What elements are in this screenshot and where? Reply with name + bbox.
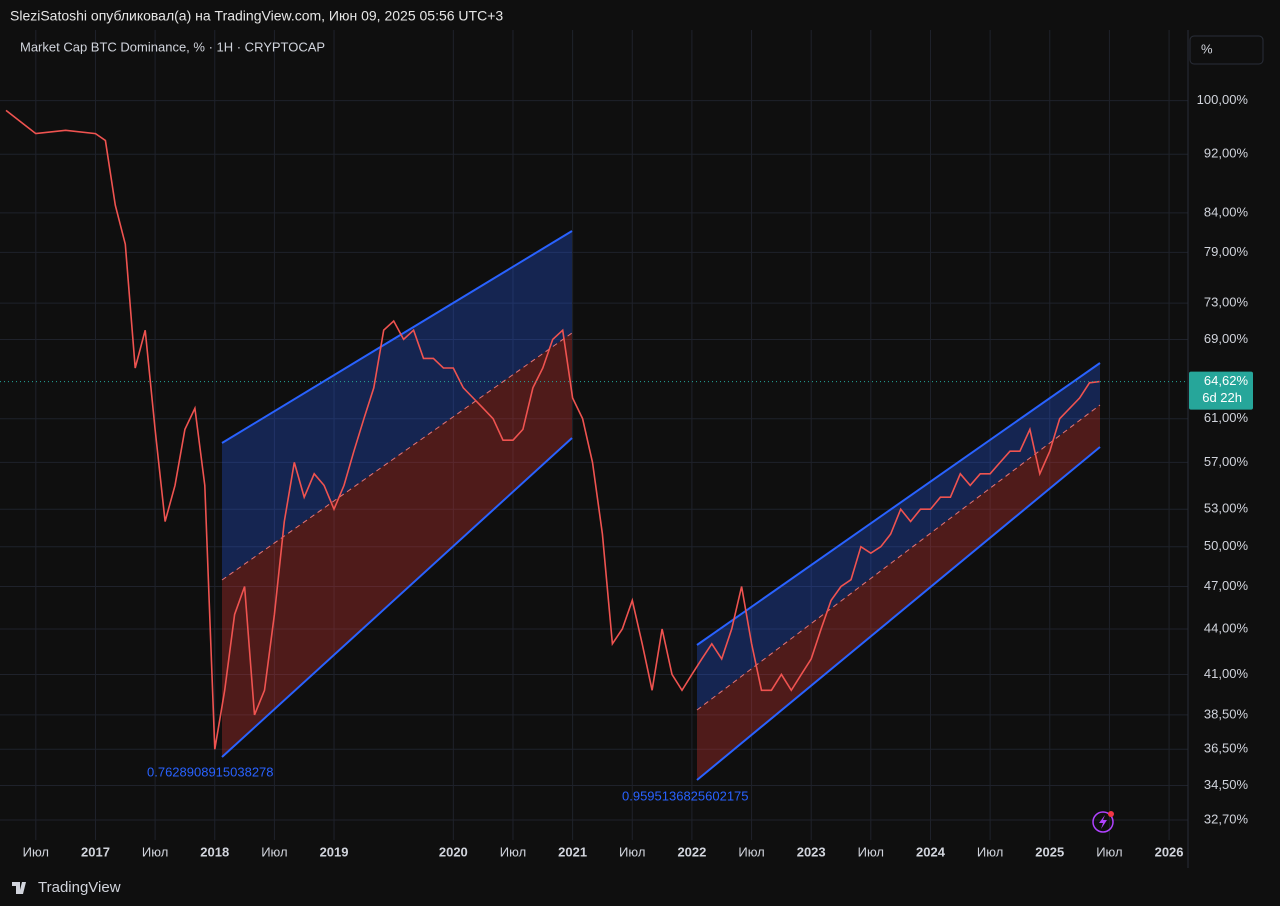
channel-line — [221, 230, 573, 444]
y-tick-label: 47,00% — [1204, 578, 1249, 593]
channel-upper-fill — [222, 231, 572, 580]
brand-logo — [12, 882, 26, 894]
channel-lower-fill — [697, 405, 1100, 780]
scale-button[interactable] — [1189, 35, 1264, 65]
channel-mid — [696, 404, 1101, 711]
x-tick-label: 2021 — [558, 844, 587, 859]
x-tick-label: Июл — [1096, 844, 1122, 859]
channel-line — [696, 446, 1101, 781]
y-tick-label: 61,00% — [1204, 410, 1249, 425]
y-tick-label: 100,00% — [1197, 92, 1249, 107]
byline: SleziSatoshi опубликовал(а) на TradingVi… — [10, 8, 503, 24]
x-tick-label: Июл — [500, 844, 526, 859]
last-price-label: 64,62% — [1204, 373, 1249, 388]
x-tick-label: Июл — [23, 844, 49, 859]
x-tick-label: Июл — [619, 844, 645, 859]
y-tick-label: 53,00% — [1204, 501, 1249, 516]
x-tick-label: Июл — [261, 844, 287, 859]
x-tick-label: 2025 — [1035, 844, 1064, 859]
alert-icon[interactable] — [1092, 811, 1114, 833]
y-tick-label: 44,00% — [1204, 620, 1249, 635]
y-tick-label: 73,00% — [1204, 295, 1249, 310]
y-tick-label: 69,00% — [1204, 331, 1249, 346]
channel-line — [221, 437, 573, 758]
x-tick-label: 2023 — [797, 844, 826, 859]
chart-title: Market Cap BTC Dominance, % · 1H · CRYPT… — [20, 39, 325, 54]
x-tick-label: Июл — [738, 844, 764, 859]
x-tick-label: 2022 — [677, 844, 706, 859]
y-tick-label: 36,50% — [1204, 741, 1249, 756]
y-tick-label: 41,00% — [1204, 666, 1249, 681]
price-line — [5, 109, 1100, 750]
annotation: 0.9595136825602175 — [622, 788, 749, 803]
y-tick-label: 57,00% — [1204, 454, 1249, 469]
x-tick-label: 2018 — [200, 844, 229, 859]
x-tick-label: 2017 — [81, 844, 110, 859]
y-tick-label: 32,70% — [1204, 811, 1249, 826]
y-tick-label: 84,00% — [1204, 204, 1249, 219]
x-tick-label: Июл — [977, 844, 1003, 859]
channels — [221, 230, 1101, 781]
y-tick-label: 79,00% — [1204, 244, 1249, 259]
channel-line — [696, 362, 1101, 646]
y-tick-label: 38,50% — [1204, 706, 1249, 721]
x-tick-label: 2024 — [916, 844, 946, 859]
x-tick-label: 2020 — [439, 844, 468, 859]
channel-upper-fill — [697, 363, 1100, 710]
annotation: 0.7628908915038278 — [147, 764, 274, 779]
x-axis-band — [0, 840, 1188, 868]
y-tick-label: 92,00% — [1204, 146, 1249, 161]
countdown: 6d 22h — [1202, 390, 1242, 405]
x-tick-label: 2026 — [1155, 844, 1184, 859]
scale-button-label[interactable]: % — [1201, 41, 1213, 56]
x-tick-label: Июл — [142, 844, 168, 859]
y-tick-label: 50,00% — [1204, 538, 1249, 553]
x-tick-label: 2019 — [320, 844, 349, 859]
last-price-tag — [1189, 371, 1253, 410]
x-tick-label: Июл — [858, 844, 884, 859]
y-tick-label: 34,50% — [1204, 777, 1249, 792]
brand: TradingView — [38, 879, 121, 896]
channel-lower-fill — [222, 333, 572, 757]
